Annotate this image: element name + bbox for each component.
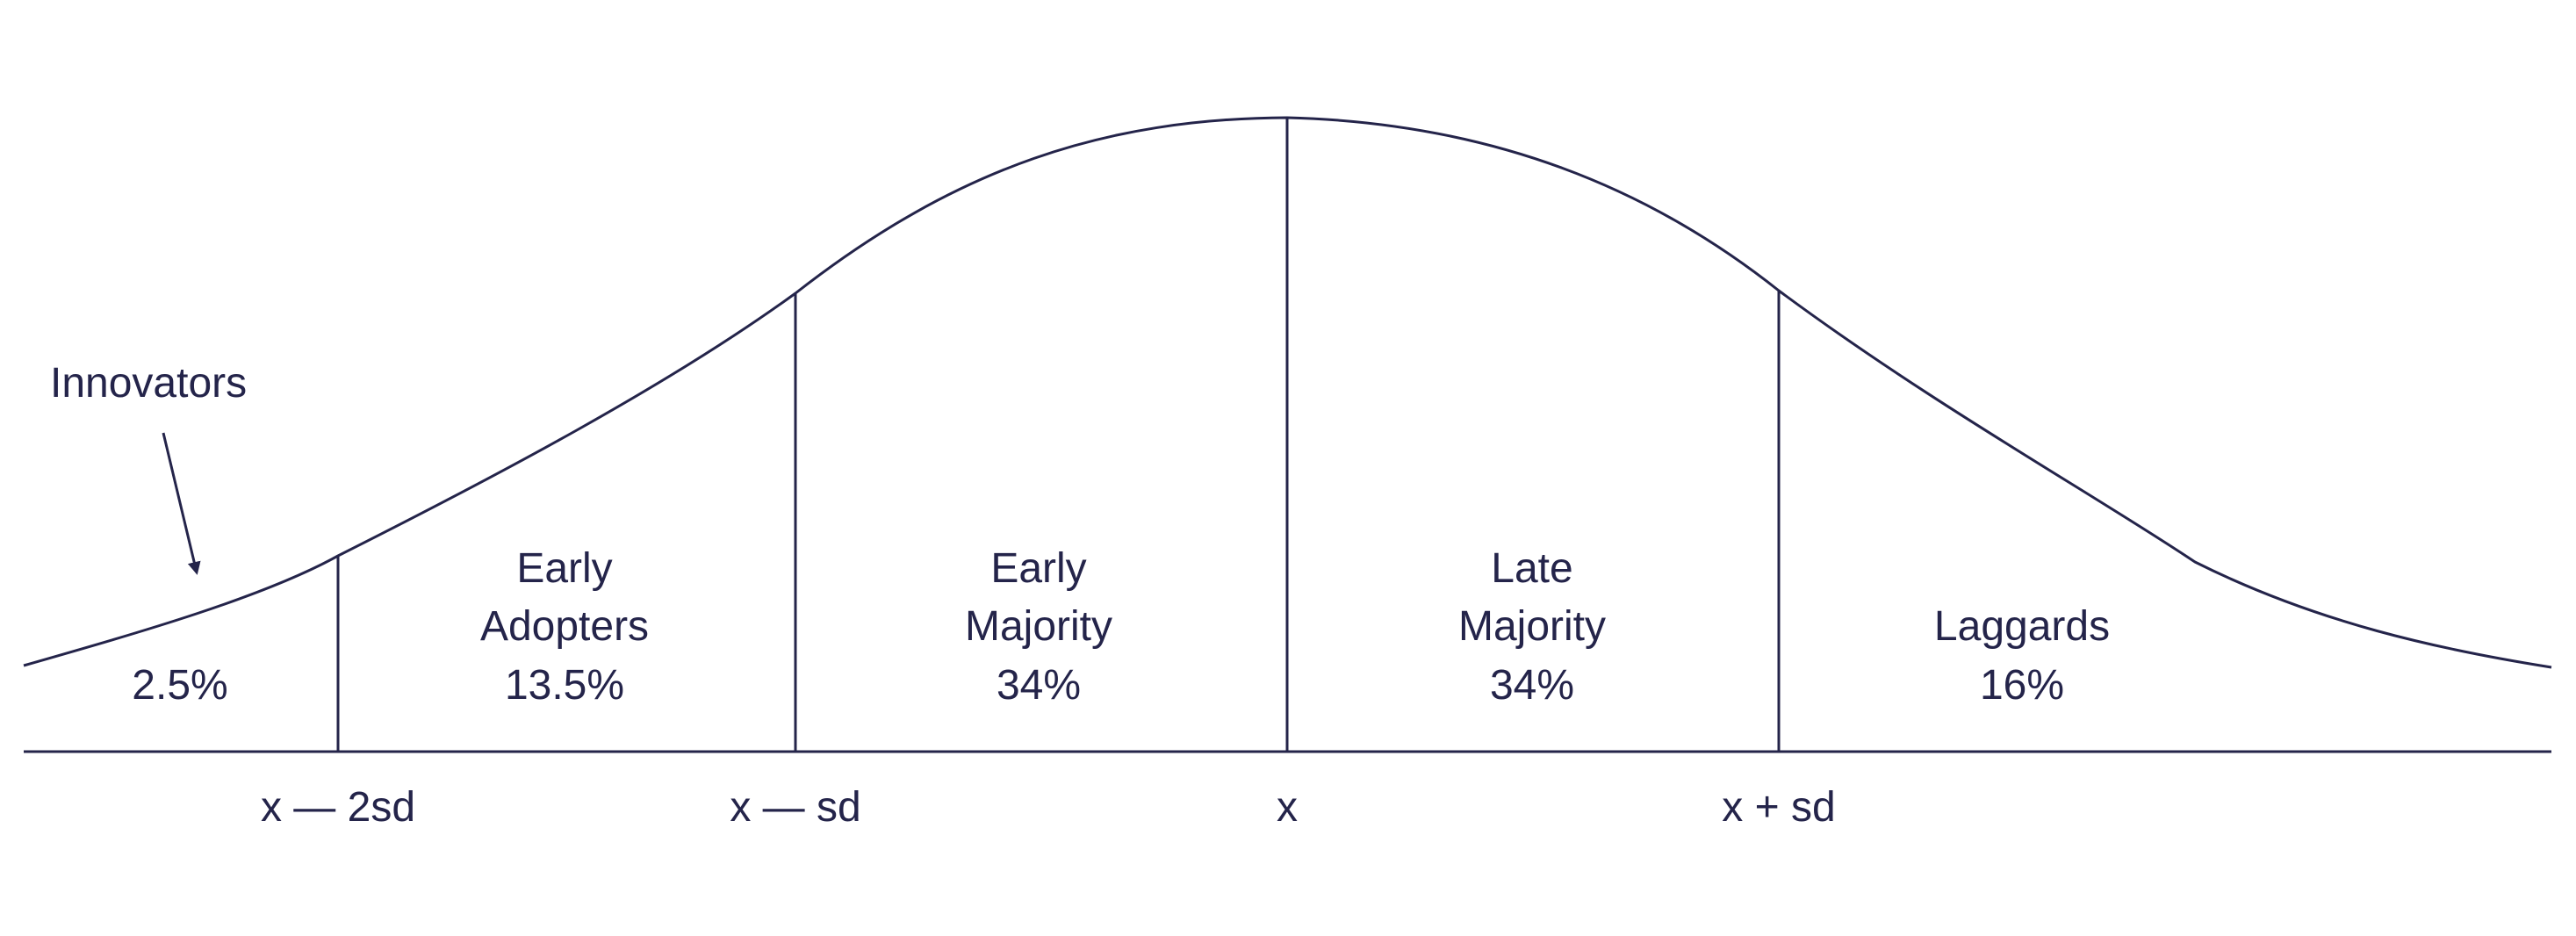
segment-name-line: Late [1491, 545, 1572, 592]
segment-name-line: Majority [1458, 603, 1606, 650]
segment-name-line: Adopters [480, 603, 649, 650]
tick-label-mean: x [1277, 784, 1298, 831]
segment-percent: 13.5% [505, 662, 624, 709]
tick-label-minus-sd: x — sd [730, 784, 860, 831]
segment-name-line: Early [990, 545, 1086, 592]
segment-innovators: 2.5% [132, 662, 227, 709]
segment-name-line: Early [516, 545, 612, 592]
segment-percent: 2.5% [132, 662, 227, 709]
segment-name-line: Majority [965, 603, 1112, 650]
segment-laggards: Laggards 16% [1934, 603, 2110, 709]
innovators-annotation: Innovators [50, 360, 247, 407]
segment-percent: 34% [1490, 662, 1574, 709]
tick-label-plus-sd: x + sd [1722, 784, 1835, 831]
segment-percent: 34% [997, 662, 1081, 709]
segment-late-majority: Late Majority 34% [1458, 545, 1606, 709]
segment-early-majority: Early Majority 34% [965, 545, 1112, 709]
segment-early-adopters: Early Adopters 13.5% [480, 545, 649, 709]
segment-name-line: Laggards [1934, 603, 2110, 650]
tick-label-minus-2sd: x — 2sd [261, 784, 415, 831]
segment-percent: 16% [1980, 662, 2064, 709]
innovators-arrow [162, 432, 201, 575]
